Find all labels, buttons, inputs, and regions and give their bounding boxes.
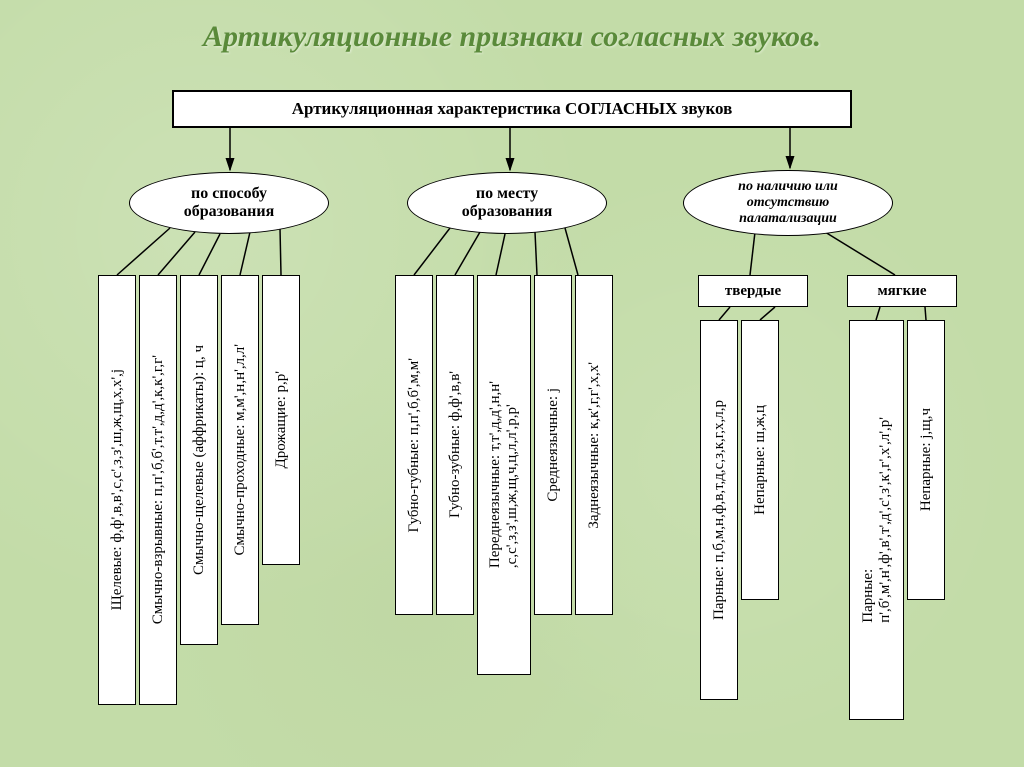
- g2-bar-0: Губно-губные: п,п',б,б',м,м': [395, 275, 433, 615]
- g1-bar-1: Смычно-взрывные: п,п',б,б',т,т',д,д',к,к…: [139, 275, 177, 705]
- branch-ellipse-palatalization: по наличию или отсутствию палатализации: [683, 170, 893, 236]
- branch-label: по месту образования: [462, 185, 553, 222]
- branch-ellipse-place: по месту образования: [407, 172, 607, 234]
- soft-bar-1: Непарные: j,щ,ч: [907, 320, 945, 600]
- sub-soft: мягкие: [847, 275, 957, 307]
- root-label: Артикуляционная характеристика СОГЛАСНЫХ…: [292, 99, 733, 119]
- g1-bar-2: Смычно-щелевые (аффрикаты): ц, ч: [180, 275, 218, 645]
- g2-bar-2: Переднеязычные: т,т',д,д',н,н' ,с,с',з,з…: [477, 275, 531, 675]
- g2-bar-3: Среднеязычные: j: [534, 275, 572, 615]
- g1-bar-0: Щелевые: ф,ф',в,в',с,с',з,з',ш,ж,щ,х,х',…: [98, 275, 136, 705]
- g2-bar-4: Заднеязычные: к,к',г,г',х,х': [575, 275, 613, 615]
- g1-bar-4: Дрожащие: р,р': [262, 275, 300, 565]
- g1-bar-3: Смычно-проходные: м,м',н,н',л,л': [221, 275, 259, 625]
- hard-bar-0: Парные: п,б,м,н,ф,в,т,д,с,з,к,г,х,л,р: [700, 320, 738, 700]
- branch-label: по наличию или отсутствию палатализации: [738, 179, 838, 227]
- sub-hard: твердые: [698, 275, 808, 307]
- hard-bar-1: Непарные: ш,ж,ц: [741, 320, 779, 600]
- page-title: Артикуляционные признаки согласных звуко…: [0, 20, 1024, 54]
- g2-bar-1: Губно-зубные: ф,ф',в,в': [436, 275, 474, 615]
- soft-bar-0: Парные: п',б',м',н',ф',в',т',д',с',з',к'…: [849, 320, 904, 720]
- root-box: Артикуляционная характеристика СОГЛАСНЫХ…: [172, 90, 852, 128]
- branch-label: по способу образования: [184, 185, 275, 222]
- branch-ellipse-method: по способу образования: [129, 172, 329, 234]
